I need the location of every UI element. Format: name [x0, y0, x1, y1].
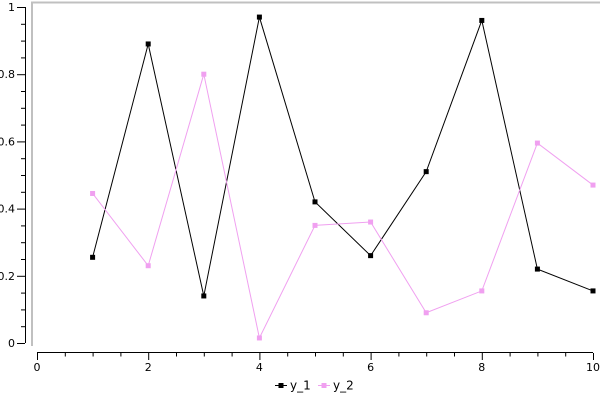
data-point-marker-y_2: [591, 183, 596, 188]
x-axis-tick-label: 8: [478, 361, 485, 374]
data-point-marker-y_2: [90, 191, 95, 196]
data-point-marker-y_1: [201, 293, 206, 298]
x-axis-tick-label: 2: [145, 361, 152, 374]
data-point-marker-y_1: [591, 288, 596, 293]
data-point-marker-y_1: [313, 199, 318, 204]
x-axis: 0 2 4 6 8 10: [34, 353, 600, 375]
series-line-y_1: [93, 17, 593, 296]
legend-item-y_2: y_2: [318, 379, 354, 393]
legend-label-y_2: y_2: [333, 379, 354, 393]
data-point-marker-y_1: [146, 41, 151, 46]
data-point-marker-y_2: [146, 263, 151, 268]
legend: y_1 y_2: [275, 379, 354, 393]
x-axis-tick-label: 10: [586, 361, 600, 374]
data-point-marker-y_2: [535, 141, 540, 146]
y-axis-tick-label: 0.6: [0, 135, 15, 148]
data-point-marker-y_1: [479, 18, 484, 23]
data-point-marker-y_1: [424, 169, 429, 174]
legend-marker-y_2: [322, 383, 327, 388]
x-axis-tick-label: 4: [256, 361, 263, 374]
data-point-marker-y_1: [257, 15, 262, 20]
data-point-marker-y_1: [535, 267, 540, 272]
series-y_1: [90, 15, 595, 299]
data-point-marker-y_1: [368, 253, 373, 258]
y-axis-tick-label: 1: [8, 1, 15, 14]
data-point-marker-y_2: [201, 72, 206, 77]
y-axis-tick-label: 0: [8, 337, 15, 350]
y-axis-tick-label: 0.4: [0, 203, 15, 216]
legend-marker-y_1: [279, 383, 284, 388]
y-axis-tick-label: 0.2: [0, 270, 15, 283]
legend-item-y_1: y_1: [275, 379, 311, 393]
data-point-marker-y_2: [368, 220, 373, 225]
legend-label-y_1: y_1: [290, 379, 311, 393]
data-point-marker-y_2: [424, 310, 429, 315]
data-point-marker-y_2: [479, 288, 484, 293]
data-point-marker-y_2: [313, 223, 318, 228]
x-axis-tick-label: 6: [367, 361, 374, 374]
data-point-marker-y_2: [257, 335, 262, 340]
y-axis: 0 0.2 0.4 0.6 0.8 1: [0, 1, 26, 350]
series-line-y_2: [93, 74, 593, 338]
data-point-marker-y_1: [90, 255, 95, 260]
series-y_2: [90, 72, 595, 341]
y-axis-tick-label: 0.8: [0, 68, 15, 81]
x-axis-tick-label: 0: [34, 361, 41, 374]
